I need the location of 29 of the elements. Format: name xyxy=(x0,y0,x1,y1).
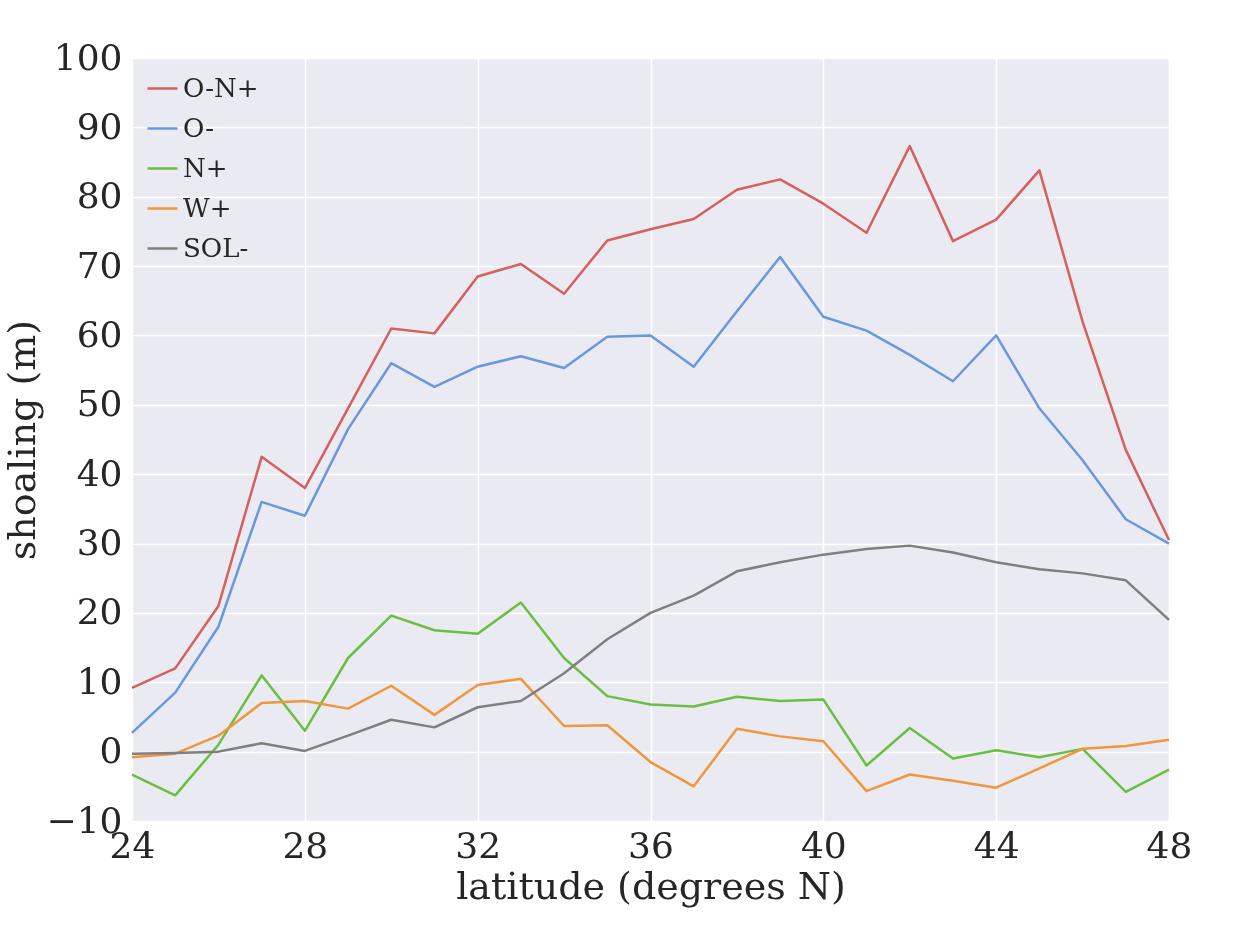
x-tick-label: 36 xyxy=(628,824,674,866)
legend-label: W+ xyxy=(183,192,232,223)
legend-label: N+ xyxy=(183,152,228,183)
x-tick-label: 28 xyxy=(282,824,329,866)
line-series xyxy=(130,544,1171,755)
line-series xyxy=(130,677,1171,793)
line-series xyxy=(130,601,1171,797)
y-tick-label: 50 xyxy=(76,383,123,425)
y-tick-label: 40 xyxy=(76,452,123,494)
y-tick-label: 30 xyxy=(76,522,123,564)
y-tick-label: 70 xyxy=(76,244,123,286)
legend-label: O- xyxy=(183,112,215,143)
y-tick-label: 90 xyxy=(76,105,123,147)
y-tick-label: 20 xyxy=(76,591,123,633)
line-series xyxy=(130,255,1171,735)
x-axis-title: latitude (degrees N) xyxy=(456,863,846,908)
y-tick-label: 60 xyxy=(76,313,123,355)
line-series xyxy=(130,144,1171,690)
y-tick-label: 100 xyxy=(53,36,123,78)
y-tick-label: 0 xyxy=(99,730,123,772)
y-tick-label: 80 xyxy=(76,175,123,217)
y-tick-label: 10 xyxy=(76,660,123,702)
x-tick-label: 40 xyxy=(800,824,847,866)
legend-label: O-N+ xyxy=(183,72,259,103)
x-tick-label: 32 xyxy=(455,824,502,866)
legend-label: SOL- xyxy=(183,232,249,263)
x-tick-label: 48 xyxy=(1146,824,1193,866)
y-axis-title: shoaling (m) xyxy=(0,319,44,561)
x-tick-label: 44 xyxy=(973,824,1020,866)
